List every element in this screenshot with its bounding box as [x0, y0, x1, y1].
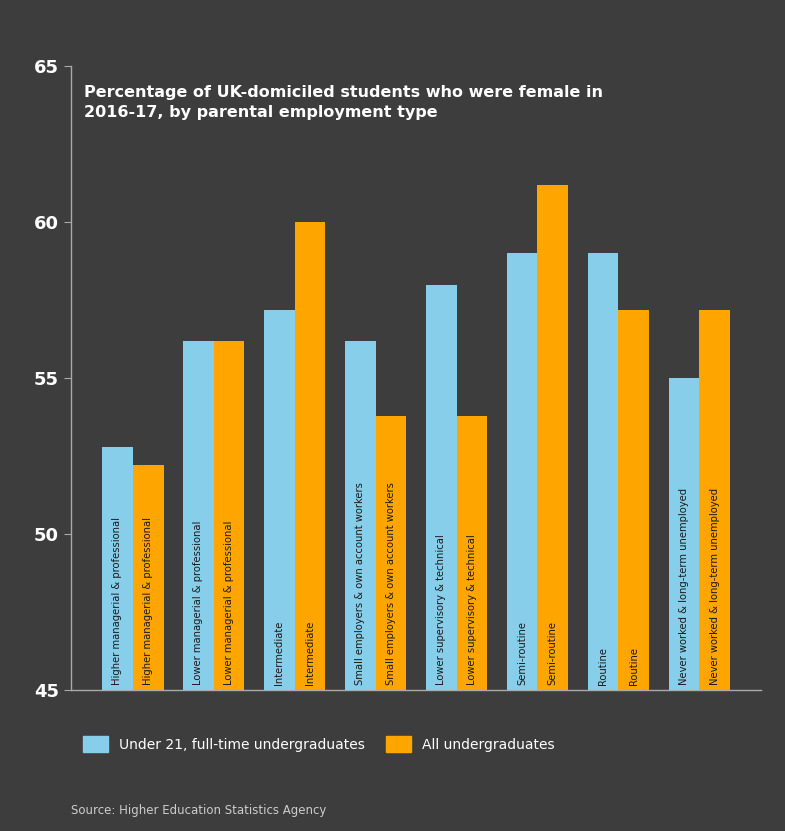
Text: Never worked & long-term unemployed: Never worked & long-term unemployed — [710, 488, 720, 685]
Bar — [619, 309, 649, 831]
Text: Never worked & long-term unemployed: Never worked & long-term unemployed — [679, 488, 689, 685]
Text: Intermediate: Intermediate — [305, 621, 315, 685]
Bar — [133, 465, 163, 831]
Bar — [588, 253, 619, 831]
Bar — [669, 378, 699, 831]
Bar — [214, 341, 244, 831]
Bar — [457, 416, 487, 831]
Bar — [264, 309, 294, 831]
Bar — [375, 416, 407, 831]
Text: Lower managerial & professional: Lower managerial & professional — [193, 521, 203, 685]
Bar — [345, 341, 375, 831]
Text: Small employers & own account workers: Small employers & own account workers — [355, 482, 365, 685]
Text: Semi-routine: Semi-routine — [517, 621, 527, 685]
Text: Routine: Routine — [629, 647, 639, 685]
Bar — [102, 447, 133, 831]
Bar — [183, 341, 214, 831]
Text: Higher managerial & professional: Higher managerial & professional — [143, 517, 153, 685]
Bar — [294, 222, 326, 831]
Text: Source: Higher Education Statistics Agency: Source: Higher Education Statistics Agen… — [71, 804, 326, 818]
Bar — [425, 284, 457, 831]
Text: Higher managerial & professional: Higher managerial & professional — [112, 517, 122, 685]
Text: Lower supervisory & technical: Lower supervisory & technical — [436, 534, 446, 685]
Bar — [699, 309, 730, 831]
Bar — [506, 253, 538, 831]
Text: Lower supervisory & technical: Lower supervisory & technical — [467, 534, 477, 685]
Legend: Under 21, full-time undergraduates, All undergraduates: Under 21, full-time undergraduates, All … — [78, 730, 560, 758]
Text: Routine: Routine — [598, 647, 608, 685]
Text: Percentage of UK-domiciled students who were female in
2016-17, by parental empl: Percentage of UK-domiciled students who … — [85, 85, 604, 120]
Text: Intermediate: Intermediate — [274, 621, 284, 685]
Bar — [538, 184, 568, 831]
Text: Small employers & own account workers: Small employers & own account workers — [386, 482, 396, 685]
Text: Semi-routine: Semi-routine — [548, 621, 558, 685]
Text: Lower managerial & professional: Lower managerial & professional — [224, 521, 234, 685]
